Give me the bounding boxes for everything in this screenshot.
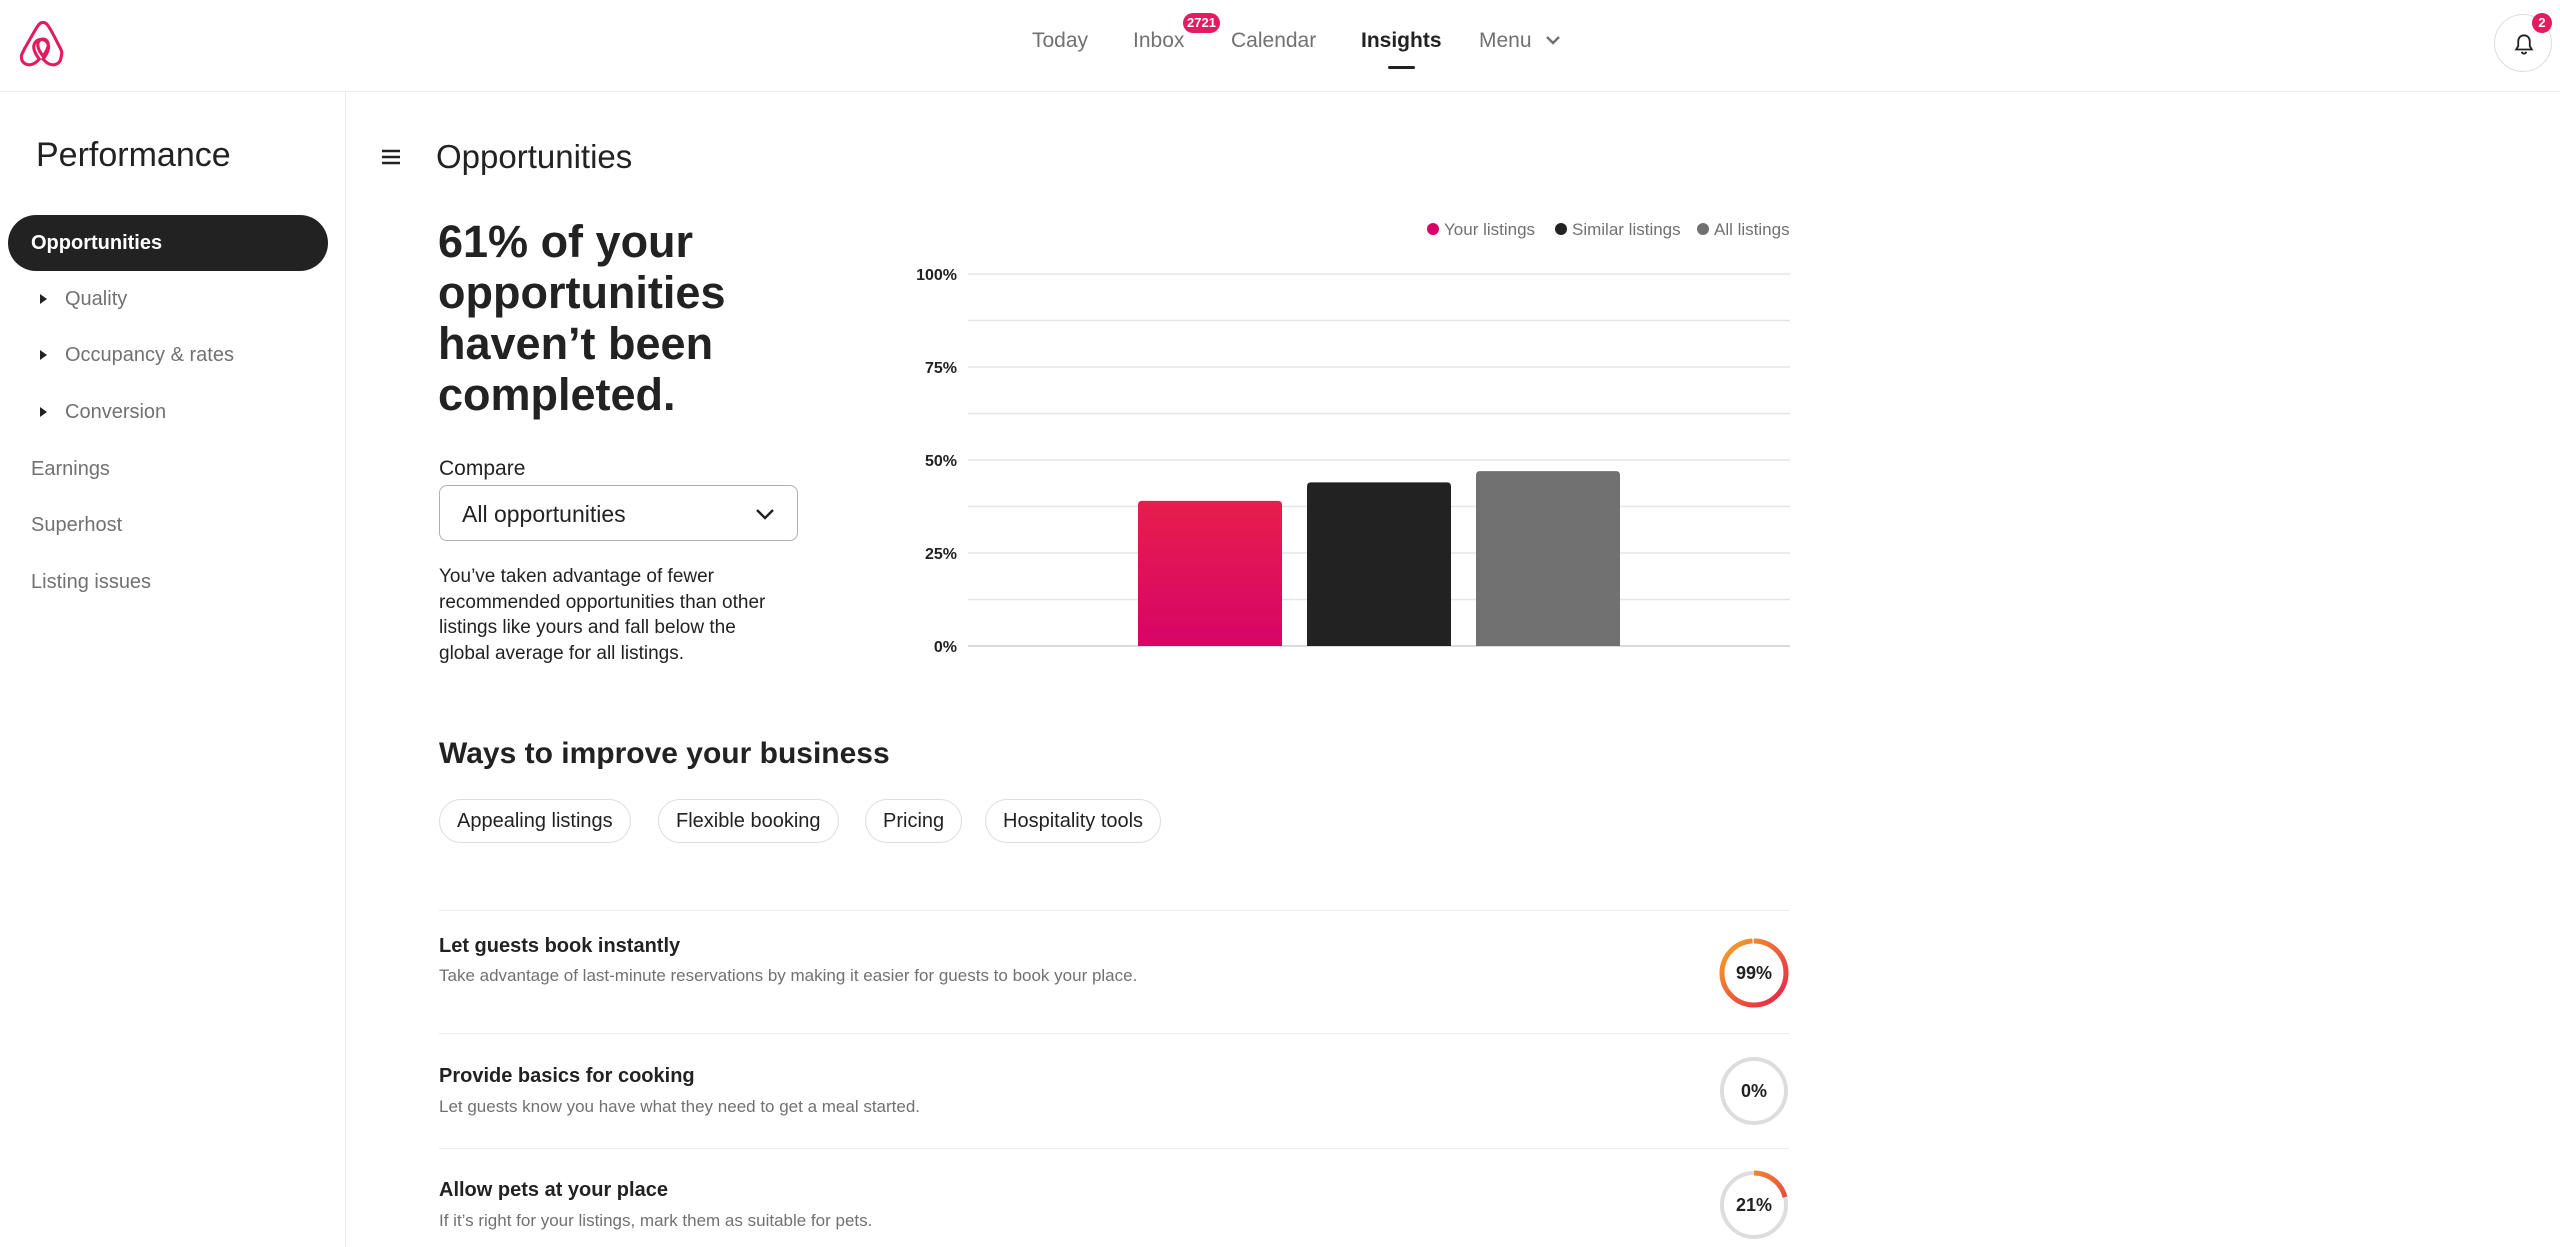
notifications-badge: 2 <box>2532 13 2552 33</box>
nav-calendar[interactable]: Calendar <box>1231 29 1317 52</box>
legend-dot <box>1555 223 1567 235</box>
comparison-description: You’ve taken advantage of fewer recommen… <box>439 566 766 664</box>
opportunities-headline: 61% of your opportunities haven’t been c… <box>438 216 726 420</box>
expand-caret-icon <box>40 350 47 360</box>
progress-ring-graphic <box>1719 938 1789 1008</box>
chip-appealing-listings[interactable]: Appealing listings <box>439 799 631 843</box>
opportunity-description: Take advantage of last-minute reservatio… <box>439 966 1138 985</box>
nav-menu-label: Menu <box>1479 29 1532 52</box>
improve-section-title: Ways to improve your business <box>439 737 890 770</box>
opportunity-title-instant-book[interactable]: Let guests book instantly <box>439 935 681 957</box>
sidebar-item-label: Occupancy & rates <box>65 344 234 366</box>
sidebar-item-conversion[interactable]: Conversion <box>8 384 328 440</box>
progress-ring-track <box>1720 1057 1788 1125</box>
sidebar-item-occupancy-rates[interactable]: Occupancy & rates <box>8 327 328 383</box>
chevron-down-icon <box>1546 36 1561 45</box>
expand-caret-icon <box>40 407 47 417</box>
progress-percent: 21% <box>1735 1195 1773 1215</box>
y-tick-label: 100% <box>916 267 957 284</box>
opportunity-title-pets[interactable]: Allow pets at your place <box>439 1179 668 1201</box>
sidebar: Performance Opportunities Quality Occupa… <box>0 92 346 1247</box>
opportunities-bar-chart: 0% 25% 50% 75% 100% Your listings Similar list… <box>916 220 1790 656</box>
legend-label: Similar listings <box>1572 220 1681 239</box>
compare-select[interactable]: All opportunities <box>439 485 798 541</box>
main-nav: Today Inbox 2721 Calendar Insights Menu <box>0 0 2560 92</box>
progress-ring-instant-book[interactable]: 99% <box>1718 937 1790 1009</box>
opportunity-description: Let guests know you have what they need … <box>439 1097 921 1116</box>
y-tick-label: 50% <box>925 453 957 470</box>
legend-dot <box>1427 223 1439 235</box>
bar-your-listings <box>1138 500 1282 646</box>
nav-menu[interactable]: Menu <box>1479 29 1561 53</box>
sidebar-item-quality[interactable]: Quality <box>8 271 328 327</box>
top-header: Today Inbox 2721 Calendar Insights Menu … <box>0 0 2560 92</box>
sidebar-item-label: Conversion <box>65 401 167 423</box>
progress-ring-fill <box>1719 1170 1789 1240</box>
y-tick-label: 0% <box>934 639 957 656</box>
notifications-button[interactable]: 2 <box>2494 13 2552 72</box>
hamburger-icon[interactable] <box>380 146 402 168</box>
sidebar-item-earnings[interactable]: Earnings <box>31 458 110 480</box>
y-tick-label: 25% <box>925 546 957 563</box>
compare-select-value: All opportunities <box>462 501 626 527</box>
chip-hospitality-tools[interactable]: Hospitality tools <box>985 799 1162 843</box>
sidebar-item-opportunities[interactable]: Opportunities <box>8 215 328 271</box>
divider <box>439 1033 1789 1034</box>
divider <box>439 910 1789 911</box>
progress-ring-graphic <box>1720 1057 1788 1125</box>
sidebar-item-superhost[interactable]: Superhost <box>31 514 123 536</box>
bar-similar-listings <box>1307 482 1451 646</box>
progress-ring-graphic <box>1719 1170 1789 1240</box>
inbox-badge: 2721 <box>1183 13 1220 33</box>
legend-dot <box>1697 223 1709 235</box>
sidebar-item-listing-issues[interactable]: Listing issues <box>31 571 152 593</box>
chevron-down-icon <box>756 509 774 520</box>
chip-flexible-booking[interactable]: Flexible booking <box>658 799 839 843</box>
page-title: Opportunities <box>436 138 633 175</box>
legend-label: Your listings <box>1444 220 1535 239</box>
divider <box>439 1148 1789 1149</box>
opportunity-title-cooking[interactable]: Provide basics for cooking <box>439 1065 695 1087</box>
progress-percent: 0% <box>1740 1081 1767 1101</box>
nav-inbox[interactable]: Inbox 2721 <box>1133 13 1220 53</box>
opportunity-description: If it’s right for your listings, mark th… <box>439 1211 873 1230</box>
sidebar-title: Performance <box>36 136 231 174</box>
bar-all-listings <box>1476 471 1620 646</box>
y-tick-label: 75% <box>925 360 957 377</box>
progress-ring-pets[interactable]: 21% <box>1718 1169 1790 1241</box>
nav-today[interactable]: Today <box>1032 29 1089 52</box>
compare-label: Compare <box>439 457 526 480</box>
expand-caret-icon <box>40 294 47 304</box>
progress-percent: 99% <box>1735 963 1773 983</box>
nav-insights[interactable]: Insights <box>1361 29 1442 69</box>
chip-pricing[interactable]: Pricing <box>865 799 963 843</box>
legend-label: All listings <box>1714 220 1790 239</box>
progress-ring-cooking[interactable]: 0% <box>1718 1055 1790 1127</box>
sidebar-item-label: Quality <box>65 288 128 310</box>
nav-inbox-label: Inbox <box>1133 29 1185 52</box>
progress-ring-fill <box>1719 938 1789 1008</box>
airbnb-logo-icon[interactable] <box>20 20 66 68</box>
bell-icon <box>2514 34 2534 55</box>
